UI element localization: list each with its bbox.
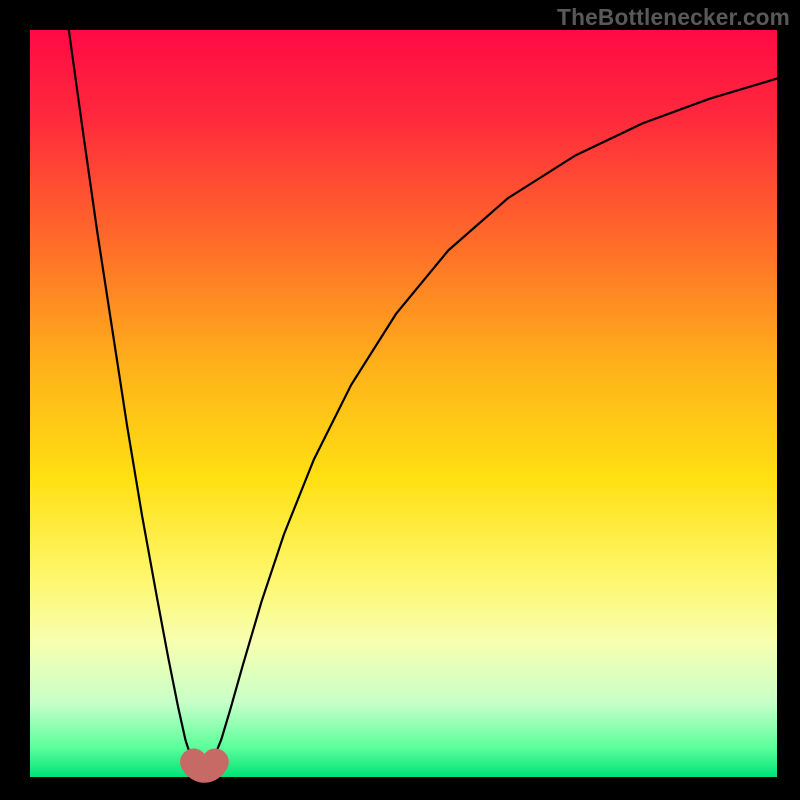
optimum-marker-2 bbox=[202, 749, 228, 775]
watermark-text: TheBottlenecker.com bbox=[557, 4, 790, 31]
plot-area bbox=[30, 30, 777, 777]
chart-canvas: TheBottlenecker.com bbox=[0, 0, 800, 800]
bottleneck-curve-chart bbox=[0, 0, 800, 800]
